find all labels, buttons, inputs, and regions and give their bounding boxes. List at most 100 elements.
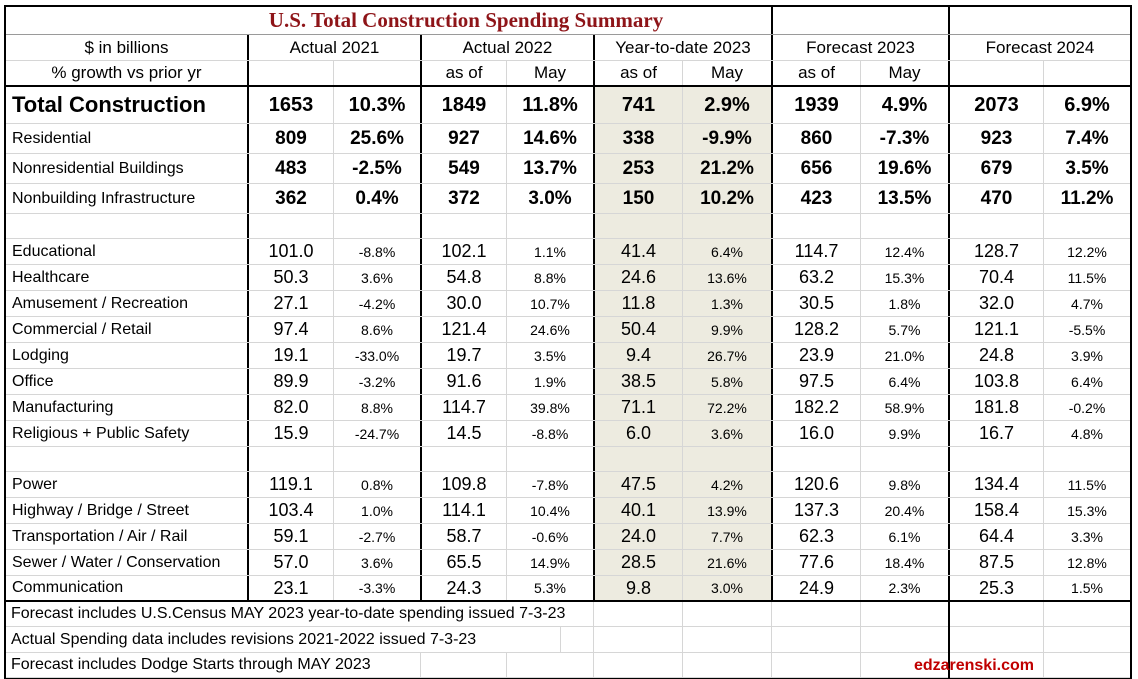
cell-spending-value: 38.5 (593, 369, 682, 394)
cell-spending-value: 483 (247, 154, 333, 183)
cell-spending-value: 47.5 (593, 472, 682, 497)
cell-growth-pct: 3.6% (682, 421, 771, 446)
cell-growth-pct: -8.8% (333, 239, 420, 264)
table-row-blank (6, 214, 1130, 239)
cell-growth-pct: 2.9% (682, 87, 771, 123)
table-row-communication: Communication 23.1 -3.3% 24.3 5.3% 9.8 3.0% 24.… (6, 576, 1130, 602)
cell-growth-pct: 11.5% (1043, 472, 1130, 497)
cell-spending-value: 182.2 (771, 395, 860, 420)
footnote-row: Forecast includes U.S.Census MAY 2023 ye… (6, 602, 1130, 627)
cell-spending-value: 181.8 (948, 395, 1043, 420)
cell-growth-pct: -9.9% (682, 124, 771, 153)
cell-spending-value: 41.4 (593, 239, 682, 264)
cell-growth-pct: -5.5% (1043, 317, 1130, 342)
cell-spending-value: 470 (948, 184, 1043, 213)
cell-growth-pct (1043, 214, 1130, 238)
cell-spending-value (593, 447, 682, 471)
cell-growth-pct: 12.4% (860, 239, 948, 264)
cell-growth-pct: 4.8% (1043, 421, 1130, 446)
footnote-row: Forecast includes Dodge Starts through M… (6, 653, 1130, 678)
row-label: Sewer / Water / Conservation (12, 553, 221, 571)
row-label: Lodging (12, 346, 69, 364)
cell-spending-value: 24.3 (420, 576, 506, 600)
cell-growth-pct: 3.5% (1043, 154, 1130, 183)
cell-growth-pct (506, 447, 593, 471)
cell-spending-value: 253 (593, 154, 682, 183)
table-row-healthcare: Healthcare 50.3 3.6% 54.8 8.8% 24.6 13.6% 63.2 1… (6, 265, 1130, 291)
cell-growth-pct: -7.3% (860, 124, 948, 153)
cell-spending-value: 549 (420, 154, 506, 183)
cell-spending-value: 87.5 (948, 550, 1043, 575)
subheader-cell (333, 61, 420, 85)
cell-growth-pct: -3.3% (333, 576, 420, 600)
column-header-actual-2022: Actual 2022 (420, 35, 593, 60)
cell-growth-pct: 26.7% (682, 343, 771, 368)
cell-spending-value: 40.1 (593, 498, 682, 523)
watermark-link[interactable]: edzarenski.com (913, 657, 1034, 674)
cell-growth-pct: 5.3% (506, 576, 593, 600)
table-row-residential: Residential 809 25.6% 927 14.6% 338 -9.9% 860 -7… (6, 124, 1130, 154)
cell-spending-value: 65.5 (420, 550, 506, 575)
row-label: Healthcare (12, 268, 90, 286)
cell-spending-value (771, 214, 860, 238)
growth-label: % growth vs prior yr (51, 63, 202, 82)
cell-spending-value: 16.0 (771, 421, 860, 446)
cell-growth-pct: 6.9% (1043, 87, 1130, 123)
cell-growth-pct: 6.4% (860, 369, 948, 394)
cell-spending-value: 30.5 (771, 291, 860, 316)
cell-growth-pct (1043, 447, 1130, 471)
cell-growth-pct (860, 447, 948, 471)
cell-growth-pct: 4.9% (860, 87, 948, 123)
units-label: $ in billions (84, 37, 169, 57)
cell-growth-pct: 3.5% (506, 343, 593, 368)
cell-spending-value: 121.1 (948, 317, 1043, 342)
cell-growth-pct: 13.9% (682, 498, 771, 523)
cell-growth-pct: 9.9% (682, 317, 771, 342)
cell-growth-pct: 1.8% (860, 291, 948, 316)
cell-growth-pct: 13.6% (682, 265, 771, 290)
cell-growth-pct: -0.6% (506, 524, 593, 549)
cell-spending-value: 103.4 (247, 498, 333, 523)
cell-growth-pct: 4.2% (682, 472, 771, 497)
cell-growth-pct: 14.9% (506, 550, 593, 575)
cell-spending-value: 71.1 (593, 395, 682, 420)
cell-growth-pct: -8.8% (506, 421, 593, 446)
cell-spending-value (948, 447, 1043, 471)
table-row-total-construction: Total Construction 1653 10.3% 1849 11.8% 741 2… (6, 87, 1130, 124)
row-label: Transportation / Air / Rail (12, 527, 188, 545)
column-header-forecast-2023: Forecast 2023 (771, 35, 948, 60)
cell-growth-pct: -3.2% (333, 369, 420, 394)
cell-growth-pct: 18.4% (860, 550, 948, 575)
cell-growth-pct: 11.5% (1043, 265, 1130, 290)
cell-spending-value: 656 (771, 154, 860, 183)
footer-bold-gridline (948, 602, 950, 678)
subheader-may: May (506, 61, 593, 85)
table-row-blank (6, 447, 1130, 472)
cell-spending-value: 128.7 (948, 239, 1043, 264)
row-label: Highway / Bridge / Street (12, 501, 189, 519)
cell-spending-value: 1849 (420, 87, 506, 123)
subheader-cell (1043, 61, 1130, 85)
cell-spending-value: 1653 (247, 87, 333, 123)
cell-growth-pct: 13.5% (860, 184, 948, 213)
cell-growth-pct: 10.7% (506, 291, 593, 316)
cell-spending-value: 338 (593, 124, 682, 153)
table-row-commercial-retail: Commercial / Retail 97.4 8.6% 121.4 24.6% 50.… (6, 317, 1130, 343)
cell-growth-pct: 13.7% (506, 154, 593, 183)
table-row-transportation-air-rail: Transportation / Air / Rail 59.1 -2.7% 58.7… (6, 524, 1130, 550)
cell-growth-pct: 10.2% (682, 184, 771, 213)
cell-growth-pct: 72.2% (682, 395, 771, 420)
cell-growth-pct: 3.6% (333, 550, 420, 575)
table-row-religious-public-safety: Religious + Public Safety 15.9 -24.7% 14.5-… (6, 421, 1130, 447)
cell-growth-pct: 11.2% (1043, 184, 1130, 213)
page-title: U.S. Total Construction Spending Summary (268, 8, 664, 32)
cell-spending-value: 927 (420, 124, 506, 153)
cell-spending-value: 19.1 (247, 343, 333, 368)
cell-growth-pct (860, 214, 948, 238)
title-empty-cell (771, 7, 948, 34)
cell-spending-value: 103.8 (948, 369, 1043, 394)
row-label: Power (12, 475, 58, 493)
cell-growth-pct: -7.8% (506, 472, 593, 497)
table-row-highway-bridge-street: Highway / Bridge / Street 103.4 1.0% 114.1 1… (6, 498, 1130, 524)
cell-growth-pct: 15.3% (1043, 498, 1130, 523)
